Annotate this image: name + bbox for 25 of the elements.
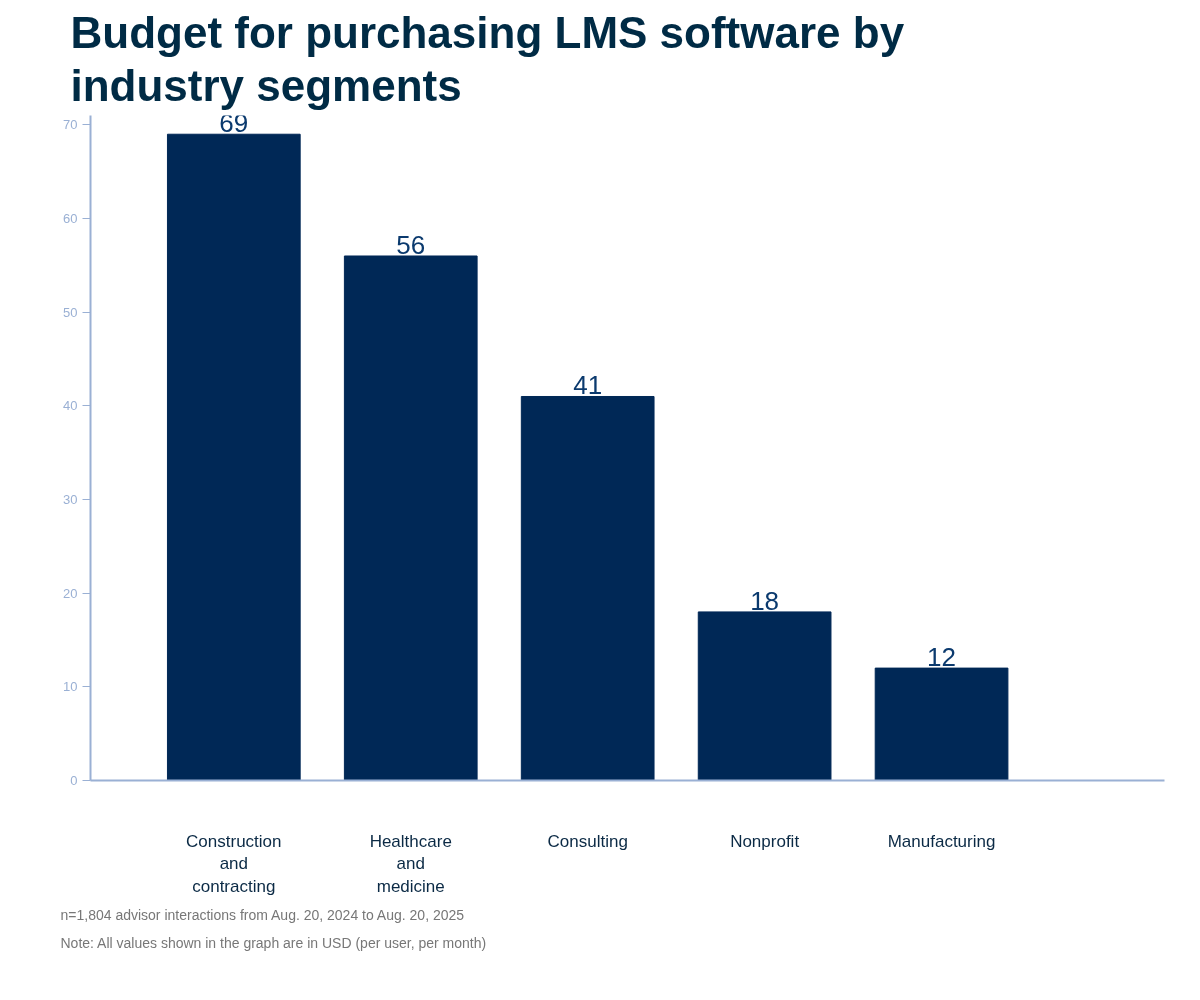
data-label: 56 xyxy=(396,229,426,260)
x-tick-label: Nonprofit xyxy=(730,831,800,851)
x-tick-label: Consulting xyxy=(547,831,628,851)
y-tick-label: 20 xyxy=(63,585,78,601)
bar xyxy=(343,255,478,781)
y-tick-label: 10 xyxy=(63,679,78,695)
y-tick-label: 40 xyxy=(63,398,78,414)
bar xyxy=(874,667,1009,781)
text: n=1,804 advisor interactions from Aug. 20, 2024 to Aug. 20, 2025 xyxy=(60,906,465,923)
y-tick-label: 0 xyxy=(70,773,78,788)
y-tick-label: 50 xyxy=(63,304,78,320)
text: Note: All values shown in the graph are in USD (per user, per month) xyxy=(60,934,487,951)
data-label: 41 xyxy=(573,370,603,401)
y-tick-label: 60 xyxy=(63,211,78,227)
data-label: 18 xyxy=(750,585,780,616)
y-tick-label: 30 xyxy=(63,492,78,508)
data-label: 12 xyxy=(927,642,957,673)
bar xyxy=(520,395,655,781)
x-tick-label: Construction and contracting xyxy=(186,831,282,897)
bar xyxy=(697,611,832,781)
y-tick-label: 70 xyxy=(63,117,78,133)
chart-title: Budget for purchasing LMS software by industry segments xyxy=(70,7,905,111)
bar xyxy=(166,133,301,781)
x-tick-label: Manufacturing xyxy=(887,831,996,851)
x-tick-label: Healthcare and medicine xyxy=(369,831,452,897)
